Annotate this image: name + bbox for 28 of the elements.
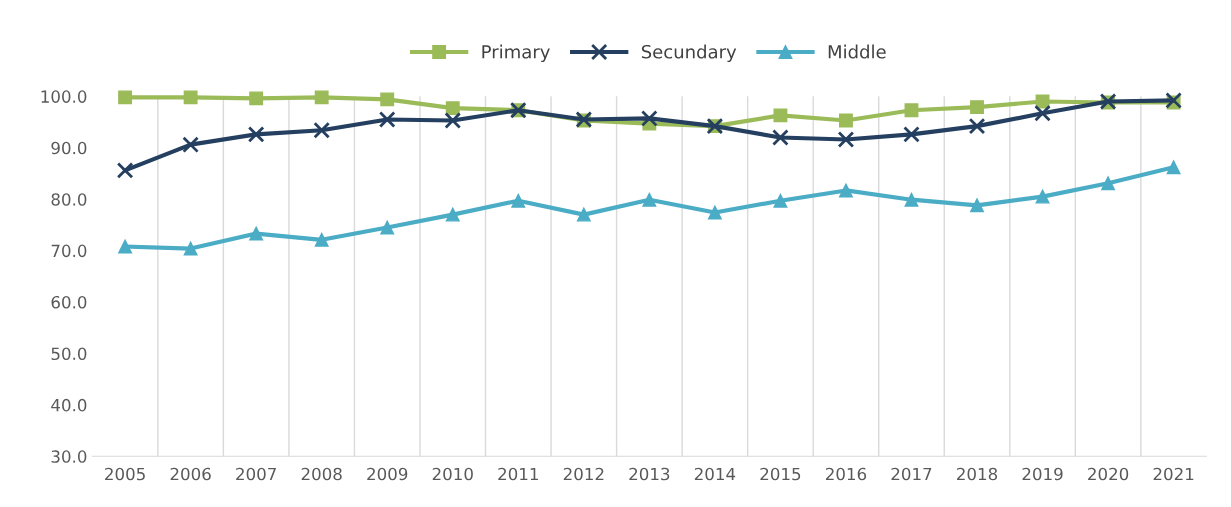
legend-label: Middle bbox=[828, 44, 886, 59]
x-tick-label: 2005 bbox=[105, 467, 145, 481]
x-tick-label: 2016 bbox=[825, 467, 867, 481]
legend-label: Primary bbox=[482, 44, 550, 63]
legend-label: Secundary bbox=[641, 44, 737, 63]
x-tick-label: 2009 bbox=[367, 467, 408, 481]
x-tick-label: 2010 bbox=[432, 467, 473, 481]
y-tick-label: 90.0 bbox=[51, 141, 87, 155]
x-tick-label: 2014 bbox=[694, 467, 736, 481]
y-tick-label: 80.0 bbox=[51, 193, 87, 206]
x-tick-label: 2015 bbox=[760, 467, 801, 481]
x-tick-label: 2007 bbox=[236, 467, 276, 481]
x-tick-label: 2012 bbox=[563, 467, 604, 481]
y-tick-label: 100.0 bbox=[41, 90, 87, 103]
y-tick-label: 60.0 bbox=[51, 295, 87, 309]
x-tick-label: 2013 bbox=[629, 467, 670, 481]
x-tick-label: 2006 bbox=[170, 467, 211, 481]
x-tick-label: 2018 bbox=[957, 467, 998, 481]
x-tick-label: 2011 bbox=[498, 467, 538, 481]
y-tick-label: 50.0 bbox=[51, 347, 87, 361]
y-tick-label: 70.0 bbox=[51, 244, 87, 258]
x-tick-label: 2017 bbox=[891, 467, 932, 481]
x-tick-label: 2020 bbox=[1088, 467, 1129, 481]
x-tick-label: 2019 bbox=[1022, 467, 1063, 481]
x-tick-label: 2008 bbox=[301, 467, 342, 481]
x-tick-label: 2021 bbox=[1153, 467, 1194, 481]
y-tick-label: 30.0 bbox=[51, 450, 87, 463]
y-tick-label: 40.0 bbox=[51, 398, 87, 412]
